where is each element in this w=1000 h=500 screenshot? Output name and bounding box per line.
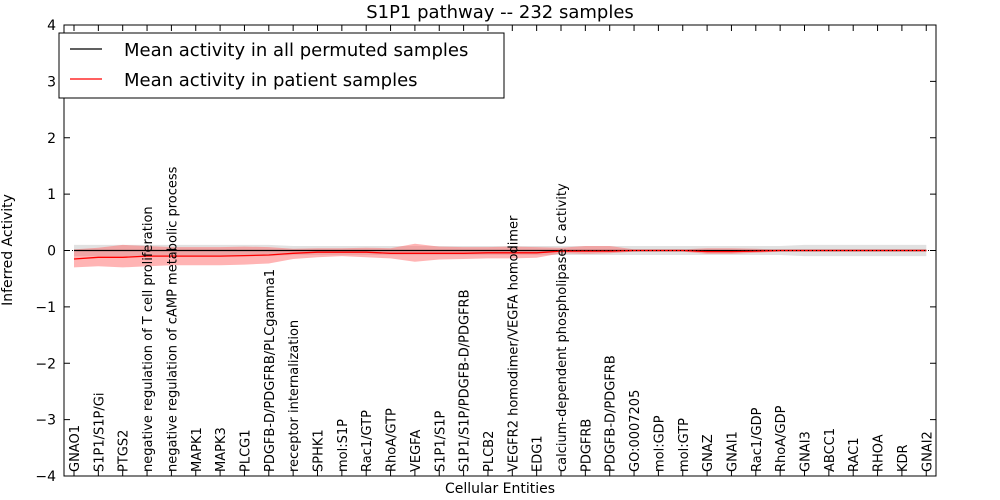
x-tick-label: RHOA (872, 434, 887, 472)
x-tick-label: Rac1/GTP (360, 410, 375, 472)
x-tick-label: GNAO1 (68, 425, 83, 472)
x-tick-label: KDR (896, 444, 911, 472)
x-tick-label: calcium-dependent phospholipase C activi… (555, 183, 570, 472)
legend-box (58, 32, 505, 99)
x-tick-label: S1P1/S1P/Gi (92, 393, 107, 472)
x-tick-label: Rac1/GDP (750, 407, 765, 472)
x-tick-label: SPHK1 (312, 429, 327, 472)
x-tick-label: VEGFA (409, 430, 424, 472)
y-tick-label: −3 (35, 413, 56, 429)
x-tick-label: GNAZ (701, 434, 716, 472)
x-tick-label: PDGFRB (579, 419, 594, 472)
x-tick-label: PLCG1 (239, 429, 254, 472)
x-tick-label: PDGFB-D/PDGFRB (604, 355, 619, 472)
x-axis: GNAO1 S1P1/S1P/Gi PTGS2 negative regulation… (68, 25, 935, 476)
legend: Mean activity in all permuted samples Me… (58, 32, 505, 99)
x-tick-label: GNAI3 (799, 431, 814, 472)
x-tick-label: S1P1/S1P (433, 410, 448, 472)
x-axis-label: Cellular Entities (445, 481, 555, 497)
y-axis: 4 3 2 1 0 −1 −2 −3 −4 (35, 18, 936, 485)
y-tick-label: 4 (47, 18, 56, 34)
x-tick-label: RhoA/GDP (774, 405, 789, 472)
y-axis-label: Inferred Activity (0, 194, 16, 306)
x-tick-label: mol:GTP (677, 418, 692, 472)
legend-label-patient: Mean activity in patient samples (124, 70, 418, 91)
x-tick-label: PDGFB-D/PDGFRB/PLCgamma1 (263, 269, 278, 472)
y-tick-label: 0 (47, 244, 56, 260)
x-tick-label: PLCB2 (482, 431, 497, 472)
x-tick-label: PTGS2 (117, 430, 132, 472)
x-tick-label: mol:S1P (336, 419, 351, 472)
x-tick-label: GNAI1 (726, 431, 741, 472)
x-tick-label: EDG1 (531, 435, 546, 472)
series-lines (64, 249, 936, 260)
x-tick-label: receptor internalization (287, 320, 302, 472)
x-tick-label: VEGFR2 homodimer/VEGFA homodimer (506, 215, 521, 472)
x-tick-label: ABCC1 (823, 428, 838, 472)
x-tick-label: MAPK3 (214, 427, 229, 472)
y-tick-label: 1 (47, 187, 56, 203)
y-tick-label: −1 (35, 300, 56, 316)
x-tick-label: GNAI2 (920, 431, 935, 472)
x-tick-label: MAPK1 (190, 427, 205, 472)
x-tick-label: negative regulation of T cell proliferat… (141, 206, 156, 472)
x-tick-label: S1P1/S1P/PDGFB-D/PDGFRB (458, 289, 473, 472)
x-tick-label: RAC1 (847, 437, 862, 472)
legend-label-permuted: Mean activity in all permuted samples (124, 40, 468, 61)
y-tick-label: −2 (35, 356, 56, 372)
x-tick-label: GO:0007205 (628, 390, 643, 472)
y-tick-label: 3 (47, 74, 56, 90)
y-tick-label: 2 (47, 131, 56, 147)
x-tick-label: mol:GDP (652, 415, 667, 472)
x-tick-label: negative regulation of cAMP metabolic pr… (165, 166, 180, 472)
x-tick-label: RhoA/GTP (385, 408, 400, 472)
y-tick-label: −4 (35, 469, 56, 485)
chart-title: S1P1 pathway -- 232 samples (366, 2, 634, 23)
patient-band (74, 243, 927, 268)
